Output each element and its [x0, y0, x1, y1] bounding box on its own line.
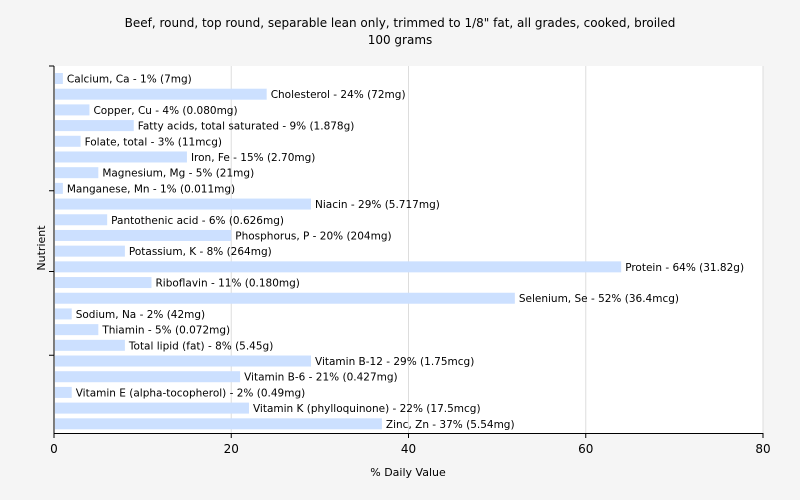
bar [55, 292, 515, 304]
chart-subtitle: 100 grams [368, 33, 433, 47]
bar-label: Folate, total - 3% (11mcg) [85, 136, 222, 148]
bar-label: Vitamin B-6 - 21% (0.427mg) [244, 372, 398, 384]
bar-label: Riboflavin - 11% (0.180mg) [155, 278, 299, 290]
bar-label: Potassium, K - 8% (264mg) [129, 246, 272, 258]
bar-label: Vitamin K (phylloquinone) - 22% (17.5mcg… [253, 403, 481, 415]
y-axis-label: Nutrient [35, 225, 48, 271]
bar-label: Vitamin E (alpha-tocopherol) - 2% (0.49m… [76, 387, 306, 399]
bar [55, 167, 99, 179]
bars [55, 73, 622, 430]
bar [55, 245, 125, 257]
bar-label: Protein - 64% (31.82g) [625, 262, 744, 274]
axes [49, 65, 764, 438]
bar [55, 120, 134, 132]
x-tick-label: 40 [401, 442, 416, 456]
bar-label: Selenium, Se - 52% (36.4mcg) [519, 293, 679, 305]
bar-label: Cholesterol - 24% (72mg) [271, 89, 406, 101]
bar-label: Phosphorus, P - 20% (204mg) [235, 230, 391, 242]
bar [55, 135, 81, 147]
bar-label: Manganese, Mn - 1% (0.011mg) [67, 183, 235, 195]
bar [55, 371, 241, 383]
bar [55, 277, 152, 289]
bar [55, 418, 382, 430]
bar-label: Sodium, Na - 2% (42mg) [76, 309, 205, 321]
bar-label: Niacin - 29% (5.717mg) [315, 199, 440, 211]
bar-label: Zinc, Zn - 37% (5.54mg) [386, 419, 515, 431]
bar [55, 88, 267, 100]
bar [55, 151, 187, 163]
x-tick-label: 80 [755, 442, 770, 456]
bar-label: Vitamin B-12 - 29% (1.75mcg) [315, 356, 474, 368]
bar-label: Iron, Fe - 15% (2.70mg) [191, 152, 315, 164]
bar [55, 386, 72, 398]
bar [55, 324, 99, 336]
bar [55, 261, 622, 273]
bar [55, 73, 63, 84]
bar-label: Thiamin - 5% (0.072mg) [101, 325, 230, 337]
bar [55, 104, 90, 116]
bar [55, 182, 63, 194]
x-tick-labels: 0 20 40 60 80 [50, 442, 770, 456]
bar [55, 402, 249, 414]
x-tick-label: 20 [224, 442, 239, 456]
bar [55, 198, 312, 210]
bar-label: Pantothenic acid - 6% (0.626mg) [111, 215, 284, 227]
bar-labels: Calcium, Ca - 1% (7mg) Cholesterol - 24% … [67, 74, 744, 431]
bar-label: Magnesium, Mg - 5% (21mg) [102, 168, 254, 180]
bar [55, 339, 125, 351]
bar-label: Fatty acids, total saturated - 9% (1.878… [138, 121, 355, 133]
bar-label: Total lipid (fat) - 8% (5.45g) [128, 340, 273, 352]
bar-label: Copper, Cu - 4% (0.080mg) [93, 105, 237, 117]
bar [55, 229, 232, 241]
bar [55, 214, 108, 226]
chart-title: Beef, round, top round, separable lean o… [125, 16, 676, 30]
bar-label: Calcium, Ca - 1% (7mg) [67, 74, 192, 86]
bar [55, 308, 72, 320]
x-axis-label: % Daily Value [370, 466, 446, 479]
x-tick-label: 0 [50, 442, 58, 456]
bar [55, 355, 312, 367]
x-tick-label: 60 [578, 442, 593, 456]
